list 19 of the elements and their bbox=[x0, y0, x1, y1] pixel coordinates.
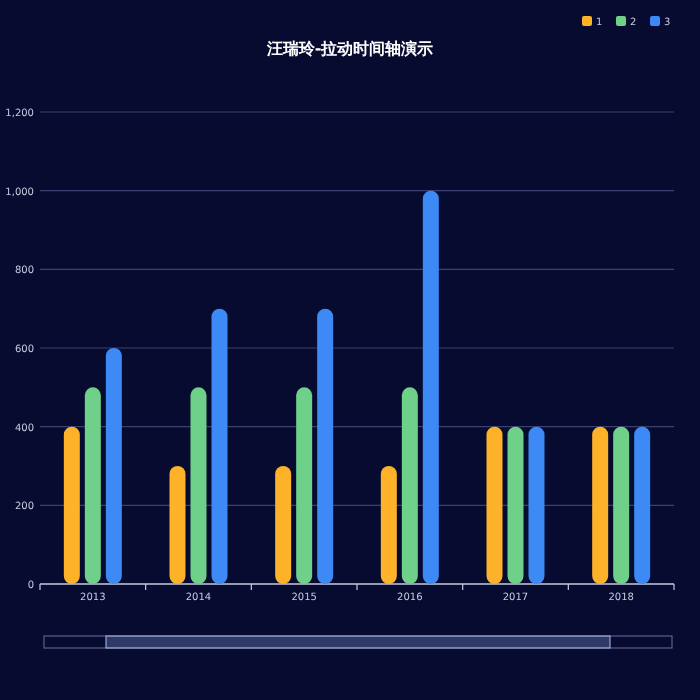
bar bbox=[613, 426, 630, 584]
bar bbox=[634, 426, 651, 584]
bar bbox=[275, 466, 292, 584]
bar bbox=[63, 426, 80, 584]
bar bbox=[211, 308, 228, 584]
bar bbox=[84, 387, 101, 584]
bar bbox=[380, 466, 397, 584]
bar bbox=[592, 426, 609, 584]
bar bbox=[317, 308, 334, 584]
bar bbox=[528, 426, 545, 584]
bar bbox=[401, 387, 418, 584]
bar bbox=[422, 190, 439, 584]
bar bbox=[486, 426, 503, 584]
bar bbox=[296, 387, 313, 584]
bar bbox=[105, 348, 122, 584]
bar bbox=[507, 426, 524, 584]
chart-title: 汪瑞玲-拉动时间轴演示 bbox=[264, 40, 434, 58]
bar bbox=[169, 466, 186, 584]
bar bbox=[190, 387, 207, 584]
